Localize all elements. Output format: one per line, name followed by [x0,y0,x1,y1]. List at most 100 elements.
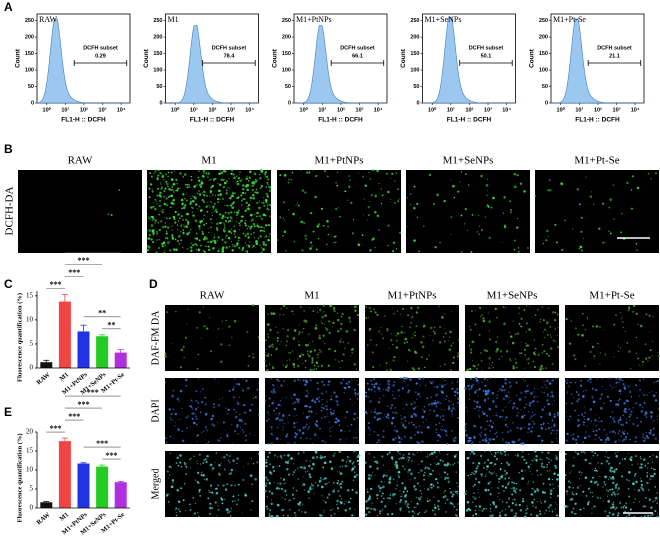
x-tick-label: 10² [208,106,216,113]
cell [454,390,457,393]
cell [512,502,514,504]
cell [542,491,545,494]
cell [608,479,609,480]
cell [435,478,437,480]
cell [177,224,178,225]
cell [585,436,587,438]
cell [441,477,442,478]
cell [642,364,643,365]
cell [292,213,295,216]
cell [278,380,280,382]
cell [253,232,255,234]
cell [220,178,223,181]
cell [276,494,277,495]
cell [631,411,633,413]
cell [573,433,575,435]
cell [570,482,571,483]
cell [241,419,242,420]
cell [419,486,420,487]
cell [401,418,403,420]
cell [535,414,536,415]
cell [548,462,550,464]
cell [357,380,358,381]
cell [227,217,229,219]
cell [231,508,232,509]
cell [519,398,522,401]
cell [482,439,484,441]
cell [505,406,506,407]
cell [590,408,592,410]
cell [421,460,423,462]
cell [195,220,197,222]
cell [611,467,613,469]
cell [535,506,537,508]
cell [183,207,186,210]
cell [348,386,351,389]
cell [303,379,305,381]
cell [321,417,322,418]
cell [507,431,509,433]
cell [286,494,287,495]
cell [294,432,296,434]
cell [523,309,525,311]
cell [188,186,190,188]
cell [287,461,290,464]
cell [256,202,257,203]
cell [371,503,372,504]
cell [608,207,610,209]
cell [656,503,657,504]
cell [224,227,226,229]
cell [457,417,459,419]
cell [434,333,436,335]
cell [417,482,419,484]
cell [228,221,230,223]
cell [211,469,212,470]
cell [487,179,488,180]
cell [602,203,604,205]
cell [163,196,164,197]
cell [288,182,289,183]
cell [180,239,182,241]
cell [432,484,433,485]
cell [527,247,529,249]
cell [219,183,221,185]
cell [350,202,352,204]
cell [330,412,332,414]
cell [391,404,393,406]
cell [459,181,460,182]
cell [475,324,477,326]
cell [386,329,388,331]
cell [490,472,492,474]
cell [372,169,375,172]
cell [415,427,417,429]
cell [307,470,308,471]
plot-frame [294,14,387,103]
cell [237,401,238,402]
cell [191,179,193,181]
cell [487,459,489,461]
cell [210,218,212,220]
cell [164,249,165,250]
cell [646,432,647,433]
cell [522,475,523,476]
cell [427,426,430,429]
cell [199,239,201,241]
cell [605,242,606,243]
cell [402,387,404,389]
cell [195,502,197,504]
cell [173,438,174,439]
cell [438,306,440,308]
cell [368,330,369,331]
cell [171,172,172,173]
cell [464,223,466,225]
cell [432,510,434,512]
cell [387,413,390,416]
cell [167,227,169,229]
cell [410,379,412,381]
cell [383,388,384,389]
cell [196,327,198,329]
cell [252,189,254,191]
cell [289,443,291,445]
cell [595,415,596,416]
cell [328,365,330,367]
